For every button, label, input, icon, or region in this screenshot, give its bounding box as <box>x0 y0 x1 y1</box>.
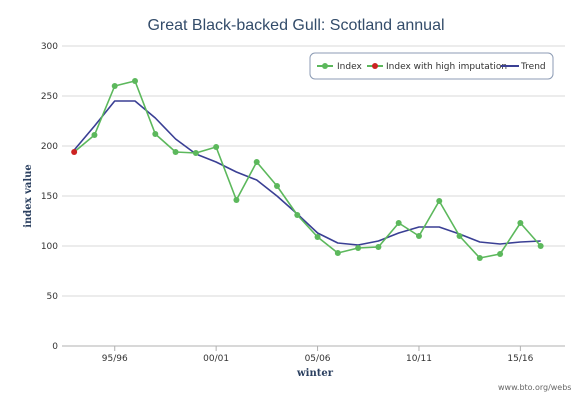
y-tick-label: 0 <box>52 342 58 352</box>
index-point[interactable] <box>517 220 524 226</box>
index-point[interactable] <box>314 234 321 240</box>
index-point[interactable] <box>192 150 199 156</box>
index-point[interactable] <box>91 132 98 138</box>
index-point[interactable] <box>172 149 179 155</box>
legend-imputation-marker <box>372 63 378 69</box>
index-line <box>73 80 542 259</box>
x-tick-label: 15/16 <box>507 354 533 364</box>
legend-trend-label: Trend <box>520 62 546 72</box>
y-tick-labels: 0 50 100 150 200 250 300 <box>41 42 58 352</box>
x-tick-label: 00/01 <box>203 354 229 364</box>
legend-box <box>309 52 554 80</box>
legend-imputation-label: Index with high imputation <box>386 62 507 72</box>
y-tick-label: 150 <box>41 192 58 202</box>
index-point[interactable] <box>476 255 483 261</box>
index-point[interactable] <box>152 131 159 137</box>
x-tick-labels: 95/96 00/01 05/06 10/11 15/16 <box>102 346 534 364</box>
x-tick-label: 05/06 <box>305 354 331 364</box>
y-axis-title: index value <box>23 164 34 228</box>
legend-item-high-imputation[interactable]: Index with high imputation <box>367 62 507 72</box>
x-tick-label: 95/96 <box>102 354 128 364</box>
legend-index-marker <box>322 63 328 69</box>
trend-line <box>73 100 541 246</box>
y-tick-label: 250 <box>41 92 58 102</box>
legend: Index Index with high imputation Trend <box>309 52 554 80</box>
legend-index-label: Index <box>337 62 362 72</box>
y-tick-label: 100 <box>41 242 58 252</box>
imputation-point[interactable] <box>71 149 78 155</box>
index-point[interactable] <box>355 245 362 251</box>
y-tick-label: 200 <box>41 142 58 152</box>
x-tick-label: 10/11 <box>406 354 432 364</box>
index-point[interactable] <box>273 183 280 189</box>
series-layer <box>71 78 544 261</box>
index-point[interactable] <box>537 243 544 249</box>
x-axis-title: winter <box>296 368 334 379</box>
legend-item-trend[interactable]: Trend <box>501 62 546 72</box>
index-point[interactable] <box>456 233 463 239</box>
credit-text: www.bto.org/webs <box>498 383 571 392</box>
index-point[interactable] <box>253 159 260 165</box>
index-point[interactable] <box>436 198 443 204</box>
index-point[interactable] <box>213 144 220 150</box>
index-point[interactable] <box>111 83 118 89</box>
y-tick-label: 300 <box>41 42 58 52</box>
legend-item-index[interactable]: Index <box>317 62 362 72</box>
index-point[interactable] <box>294 212 301 218</box>
gridlines <box>62 45 565 297</box>
index-point[interactable] <box>415 233 422 239</box>
index-point[interactable] <box>132 78 139 84</box>
index-point[interactable] <box>497 251 504 257</box>
index-point[interactable] <box>395 220 402 226</box>
index-point[interactable] <box>233 197 240 203</box>
index-point[interactable] <box>334 250 341 256</box>
index-point[interactable] <box>375 244 382 250</box>
y-tick-label: 50 <box>47 292 59 302</box>
chart-title: Great Black-backed Gull: Scotland annual <box>147 17 444 34</box>
